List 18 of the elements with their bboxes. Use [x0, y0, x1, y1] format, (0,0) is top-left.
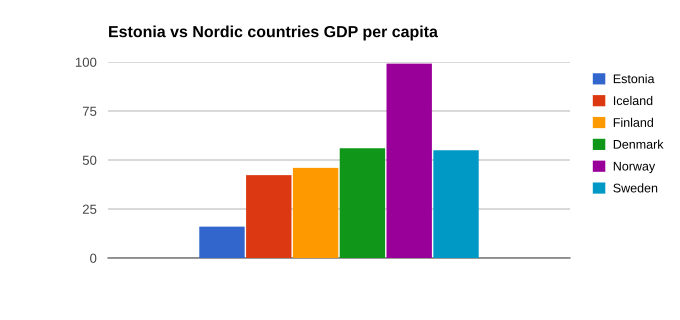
bar [246, 175, 292, 258]
y-tick-label: 50 [82, 156, 96, 165]
legend-label: Finland [614, 118, 653, 127]
bar [386, 64, 432, 258]
bar [199, 226, 245, 258]
y-tick-label: 0 [90, 254, 96, 263]
chart-title: Estonia vs Nordic countries GDP per capita [109, 26, 438, 40]
legend-label: Estonia [614, 74, 654, 84]
y-tick-label: 100 [76, 58, 96, 67]
legend-label: Sweden [613, 183, 658, 192]
legend-label: Norway [614, 162, 656, 174]
y-tick-label: 25 [82, 204, 96, 214]
bar [433, 150, 479, 258]
legend-label: Iceland [614, 96, 652, 106]
bar [292, 168, 338, 258]
legend-label: Denmark [614, 140, 664, 149]
y-tick-label: 75 [82, 106, 96, 116]
bar [340, 148, 386, 258]
